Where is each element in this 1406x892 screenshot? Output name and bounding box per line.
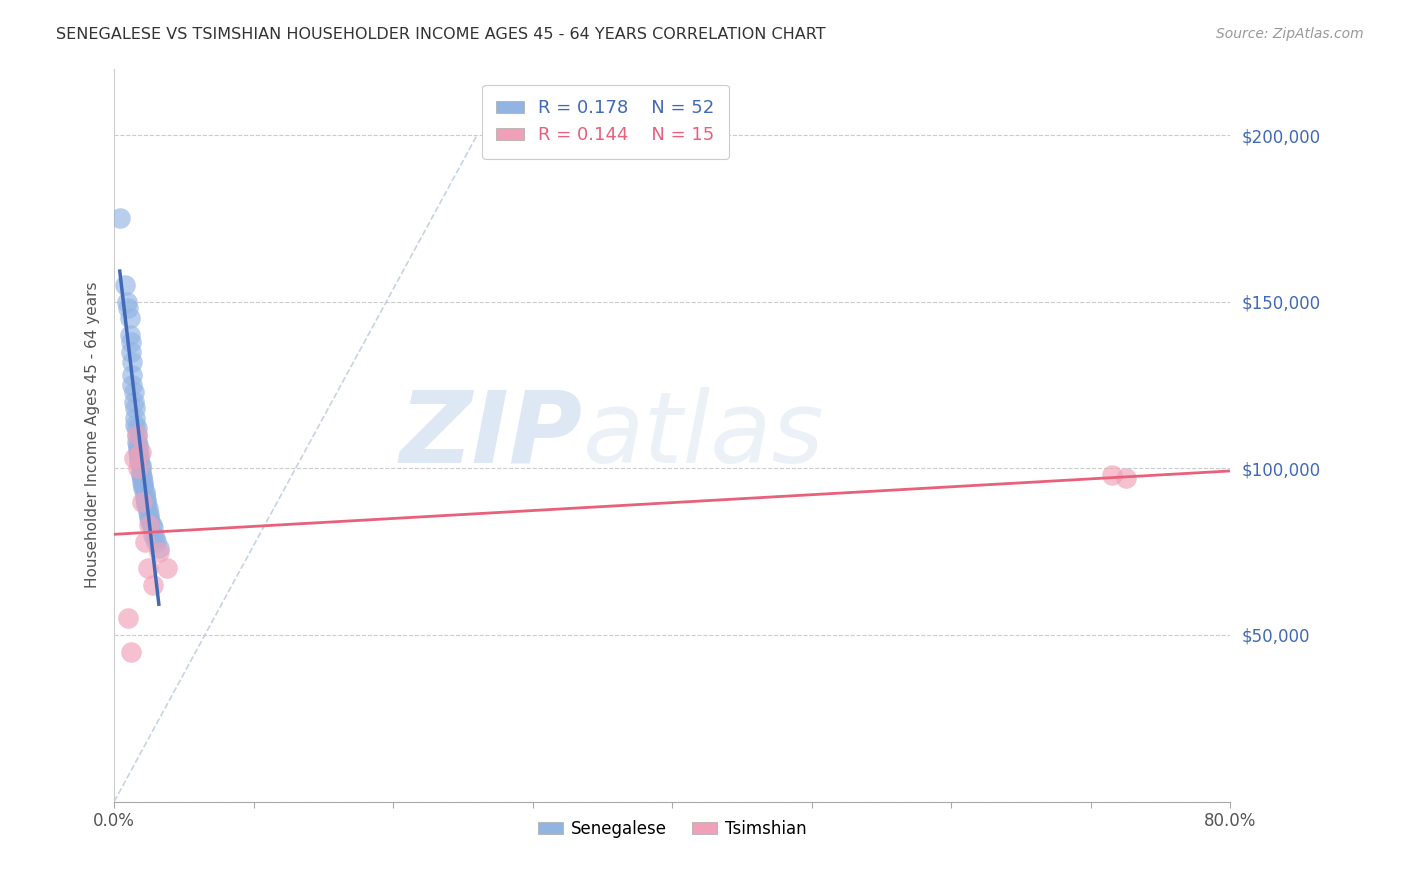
Point bbox=[117, 301, 139, 316]
Point bbox=[124, 401, 146, 416]
Point bbox=[125, 421, 148, 435]
Point bbox=[127, 442, 149, 456]
Point bbox=[135, 494, 157, 508]
Point bbox=[141, 518, 163, 533]
Point bbox=[134, 488, 156, 502]
Point bbox=[120, 645, 142, 659]
Point bbox=[122, 451, 145, 466]
Point bbox=[129, 461, 152, 475]
Point bbox=[114, 278, 136, 293]
Point bbox=[117, 611, 139, 625]
Point bbox=[138, 508, 160, 522]
Point bbox=[142, 578, 165, 592]
Text: Source: ZipAtlas.com: Source: ZipAtlas.com bbox=[1216, 27, 1364, 41]
Point bbox=[129, 468, 152, 483]
Point bbox=[122, 384, 145, 399]
Point bbox=[127, 461, 149, 475]
Point bbox=[125, 434, 148, 449]
Point bbox=[121, 355, 143, 369]
Point bbox=[127, 444, 149, 458]
Text: atlas: atlas bbox=[583, 386, 825, 483]
Point bbox=[131, 469, 153, 483]
Point bbox=[132, 481, 155, 495]
Point bbox=[124, 411, 146, 425]
Point bbox=[142, 521, 165, 535]
Text: SENEGALESE VS TSIMSHIAN HOUSEHOLDER INCOME AGES 45 - 64 YEARS CORRELATION CHART: SENEGALESE VS TSIMSHIAN HOUSEHOLDER INCO… bbox=[56, 27, 825, 42]
Point bbox=[148, 544, 170, 558]
Point bbox=[121, 378, 143, 392]
Point bbox=[115, 294, 138, 309]
Text: ZIP: ZIP bbox=[401, 386, 583, 483]
Point bbox=[128, 451, 150, 466]
Point bbox=[124, 418, 146, 433]
Point bbox=[120, 334, 142, 349]
Point bbox=[134, 491, 156, 506]
Point bbox=[120, 344, 142, 359]
Point bbox=[108, 211, 131, 226]
Point bbox=[1115, 471, 1137, 485]
Point bbox=[128, 455, 150, 469]
Point bbox=[118, 328, 141, 343]
Point bbox=[131, 471, 153, 485]
Point bbox=[125, 428, 148, 442]
Point bbox=[118, 311, 141, 326]
Point bbox=[134, 484, 156, 499]
Point bbox=[142, 528, 165, 542]
Point bbox=[138, 518, 160, 533]
Point bbox=[121, 368, 143, 382]
Point bbox=[132, 476, 155, 491]
Point bbox=[134, 534, 156, 549]
Point bbox=[145, 534, 167, 549]
Point bbox=[127, 438, 149, 452]
Point bbox=[129, 444, 152, 458]
Point bbox=[125, 428, 148, 442]
Point bbox=[129, 458, 152, 472]
Point bbox=[122, 394, 145, 409]
Point bbox=[136, 505, 159, 519]
Point bbox=[139, 515, 162, 529]
Point bbox=[129, 465, 152, 479]
Point bbox=[131, 494, 153, 508]
Y-axis label: Householder Income Ages 45 - 64 years: Householder Income Ages 45 - 64 years bbox=[86, 282, 100, 589]
Legend: Senegalese, Tsimshian: Senegalese, Tsimshian bbox=[531, 814, 814, 845]
Point bbox=[136, 561, 159, 575]
Point bbox=[132, 478, 155, 492]
Point bbox=[136, 501, 159, 516]
Point bbox=[131, 475, 153, 489]
Point bbox=[138, 511, 160, 525]
Point bbox=[128, 448, 150, 462]
Point bbox=[135, 493, 157, 508]
Point bbox=[156, 561, 179, 575]
Point bbox=[143, 532, 166, 546]
Point bbox=[1101, 468, 1123, 483]
Point bbox=[135, 498, 157, 512]
Point bbox=[148, 541, 170, 556]
